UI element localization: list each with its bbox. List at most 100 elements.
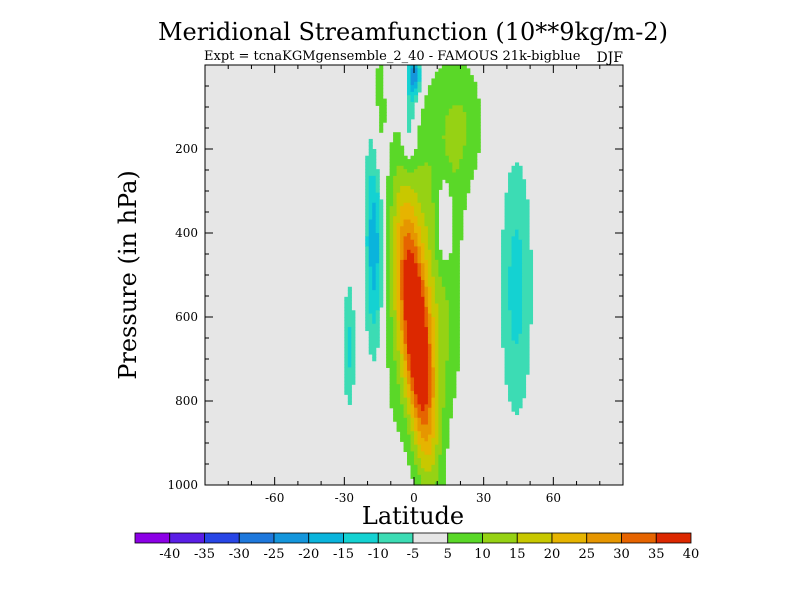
- contour-cell: [403, 236, 412, 241]
- contour-cell: [521, 300, 534, 305]
- contour-cell: [365, 256, 370, 261]
- contour-cell: [417, 263, 422, 268]
- contour-cell: [386, 212, 391, 217]
- contour-cell: [445, 374, 457, 379]
- contour-cell: [434, 411, 439, 416]
- contour-cell: [501, 343, 530, 348]
- contour-cell: [420, 236, 429, 241]
- contour-cell: [389, 209, 398, 214]
- contour-cell: [434, 444, 443, 449]
- contour-cell: [417, 81, 422, 86]
- contour-cell: [414, 95, 419, 100]
- contour-cell: [434, 202, 439, 207]
- contour-cell: [386, 343, 394, 348]
- contour-cell: [414, 390, 429, 395]
- contour-cell: [400, 327, 405, 332]
- contour-cell: [414, 81, 419, 86]
- contour-cell: [379, 206, 384, 211]
- contour-cell: [407, 112, 415, 116]
- contour-cell: [445, 290, 460, 295]
- contour-cell: [407, 411, 412, 416]
- contour-cell: [386, 179, 394, 184]
- contour-cell: [521, 323, 530, 328]
- contour-cell: [375, 189, 380, 194]
- contour-cell: [420, 269, 426, 274]
- contour-cell: [410, 155, 450, 160]
- contour-cell: [414, 397, 419, 402]
- contour-cell: [424, 293, 429, 298]
- contour-cell: [462, 149, 481, 153]
- contour-cell: [459, 159, 478, 164]
- colorbar-swatch: [308, 532, 344, 544]
- contour-cell: [438, 347, 450, 352]
- contour-cell: [368, 212, 373, 217]
- contour-cell: [400, 212, 415, 217]
- contour-cell: [400, 259, 405, 264]
- contour-cell: [431, 189, 439, 194]
- contour-cell: [462, 108, 481, 113]
- contour-cell: [393, 414, 405, 419]
- contour-cell: [365, 222, 370, 227]
- contour-cell: [396, 239, 401, 244]
- contour-cell: [375, 71, 384, 76]
- contour-cell: [427, 397, 433, 402]
- contour-cell: [386, 202, 394, 207]
- contour-cell: [420, 108, 450, 113]
- contour-cell: [417, 219, 426, 224]
- contour-cell: [420, 461, 436, 466]
- contour-cell: [372, 353, 377, 358]
- contour-cell: [386, 253, 391, 258]
- contour-cell: [389, 222, 394, 227]
- contour-cell: [393, 280, 398, 284]
- contour-cell: [501, 340, 516, 345]
- contour-cell: [372, 266, 377, 271]
- contour-cell: [365, 209, 370, 214]
- contour-cell: [396, 327, 401, 332]
- contour-cell: [417, 199, 433, 204]
- contour-cell: [393, 256, 398, 261]
- contour-cell: [441, 414, 453, 419]
- contour-cell: [407, 95, 412, 100]
- contour-cell: [372, 357, 377, 362]
- contour-cell: [368, 337, 380, 342]
- contour-cell: [386, 243, 391, 248]
- contour-cell: [431, 367, 436, 372]
- contour-cell: [504, 353, 530, 358]
- contour-cell: [389, 249, 394, 254]
- contour-cell: [445, 149, 464, 153]
- contour-cell: [438, 387, 446, 392]
- contour-cell: [410, 236, 419, 241]
- contour-cell: [508, 280, 523, 284]
- contour-cell: [424, 290, 429, 295]
- contour-cell: [434, 212, 439, 217]
- contour-cell: [438, 306, 450, 311]
- contour-cell: [501, 236, 513, 241]
- contour-cell: [424, 437, 429, 442]
- contour-cell: [438, 340, 450, 345]
- contour-cell: [407, 347, 429, 352]
- contour-cell: [427, 269, 433, 274]
- contour-cell: [424, 276, 429, 281]
- contour-cell: [434, 390, 439, 395]
- contour-cell: [466, 128, 481, 133]
- contour-cell: [438, 380, 446, 385]
- contour-cell: [372, 317, 377, 321]
- contour-cell: [403, 411, 408, 416]
- contour-cell: [344, 353, 349, 358]
- contour-cell: [501, 229, 516, 234]
- contour-cell: [448, 192, 467, 197]
- contour-cell: [396, 337, 401, 342]
- contour-cell: [434, 397, 439, 402]
- contour-cell: [407, 253, 415, 258]
- contour-cell: [434, 407, 439, 412]
- contour-cell: [417, 243, 426, 248]
- contour-cell: [365, 165, 377, 170]
- contour-cell: [386, 306, 391, 311]
- contour-cell: [407, 85, 412, 90]
- contour-cell: [414, 411, 419, 416]
- contour-cell: [445, 128, 467, 133]
- contour-cell: [386, 219, 391, 224]
- contour-cell: [389, 229, 394, 234]
- contour-cell: [389, 145, 405, 150]
- contour-cell: [420, 431, 433, 436]
